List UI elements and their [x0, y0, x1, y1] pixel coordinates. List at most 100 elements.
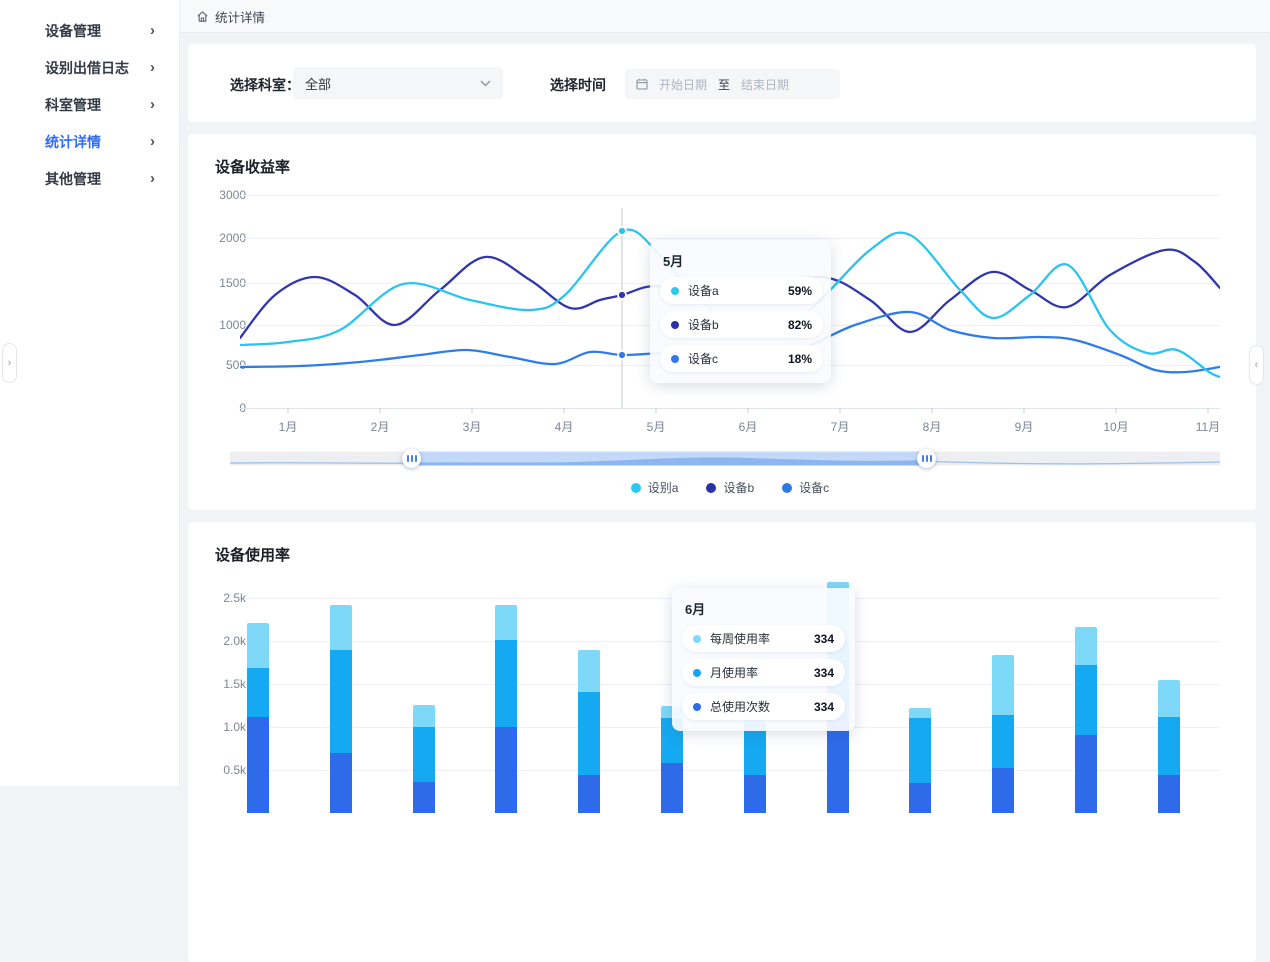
date-range-picker[interactable]: 开始日期 至 结束日期: [625, 69, 840, 99]
y-axis-label: 0.5k: [223, 763, 246, 777]
dept-filter-label: 选择科室：: [230, 77, 300, 93]
bar-segment[interactable]: [329, 604, 352, 650]
y-axis-label: 1000: [219, 318, 246, 332]
chevron-right-icon: ›: [150, 96, 155, 113]
series-value: 334: [813, 699, 834, 714]
series-name: 总使用次数: [710, 700, 771, 714]
bar-segment[interactable]: [578, 775, 601, 813]
bar-segment[interactable]: [247, 667, 269, 717]
bar-segment[interactable]: [1157, 775, 1180, 813]
sidebar-expand-button[interactable]: ›: [2, 343, 17, 383]
date-range-separator: 至: [718, 77, 731, 92]
chevron-right-icon: ›: [150, 170, 155, 187]
sidebar-item-label: 设别出借日志: [45, 59, 129, 76]
legend-label: 设备b: [723, 481, 755, 495]
x-axis-label: 8月: [922, 420, 942, 434]
bar-segment[interactable]: [992, 654, 1015, 715]
bar-segment[interactable]: [992, 715, 1015, 769]
tooltip-row: 设备a 59%: [660, 277, 823, 304]
bar-segment[interactable]: [329, 752, 352, 813]
bar-segment[interactable]: [1075, 665, 1097, 735]
x-axis-label: 1月: [278, 420, 298, 434]
breadcrumb[interactable]: 统计详情: [215, 10, 266, 25]
chart1-legend: 设别a 设备b 设备c: [240, 479, 1220, 496]
bar-segment[interactable]: [992, 768, 1015, 813]
bar-segment[interactable]: [412, 704, 435, 727]
series-value: 334: [813, 665, 834, 680]
bar-segment[interactable]: [1075, 627, 1097, 665]
bar-segment[interactable]: [743, 775, 766, 813]
x-axis-label: 6月: [738, 420, 758, 434]
legend-dot: [630, 482, 641, 493]
bar-segment[interactable]: [412, 782, 435, 813]
bar-segment[interactable]: [909, 782, 932, 813]
sidebar-item[interactable]: 设备管理 ›: [0, 12, 179, 49]
series-dot: [671, 354, 679, 363]
bar-segment[interactable]: [495, 640, 518, 727]
bar-segment[interactable]: [909, 708, 932, 719]
series-dot: [671, 286, 679, 295]
series-name: 设备b: [688, 318, 719, 332]
legend-item[interactable]: 设备c: [782, 479, 829, 496]
y-axis-label: 500: [225, 358, 246, 372]
dept-select[interactable]: 全部: [293, 67, 503, 99]
bar-segment[interactable]: [329, 649, 352, 753]
x-axis-label: 10月: [1103, 420, 1129, 434]
chevron-left-icon: ‹: [1254, 359, 1259, 371]
sidebar: 设备管理 › 设别出借日志 › 科室管理 › 统计详情 › 其他管理 ›: [0, 0, 180, 786]
gridline: [240, 770, 1220, 771]
bar-segment[interactable]: [909, 718, 932, 783]
panel-collapse-button[interactable]: ‹: [1249, 345, 1264, 385]
datazoom-track[interactable]: [229, 450, 1221, 468]
series-value: 334: [813, 631, 834, 646]
sidebar-item[interactable]: 设别出借日志 ›: [0, 49, 179, 86]
chevron-down-icon: [480, 80, 491, 86]
series-name: 设备c: [688, 352, 719, 366]
series-dot: [671, 320, 679, 329]
bar-segment[interactable]: [247, 622, 269, 668]
x-axis-label: 2月: [370, 420, 390, 434]
bar-segment[interactable]: [412, 727, 435, 782]
bar-segment[interactable]: [743, 722, 766, 776]
legend-item[interactable]: 设别a: [630, 479, 678, 496]
dept-select-value: 全部: [305, 76, 332, 92]
bar-segment[interactable]: [1157, 679, 1180, 717]
datazoom-slider[interactable]: [229, 449, 1221, 468]
y-axis-label: 2000: [219, 231, 246, 245]
y-axis-label: 2.0k: [223, 634, 246, 648]
breadcrumb-bar: 统计详情: [180, 0, 1270, 33]
legend-dot: [706, 482, 717, 493]
series-value: 82%: [787, 317, 812, 332]
bar-segment[interactable]: [495, 604, 518, 641]
tooltip-row: 每周使用率 334: [682, 625, 845, 652]
sidebar-item-label: 其他管理: [45, 170, 101, 187]
x-axis-label: 3月: [462, 420, 482, 434]
filter-panel: 选择科室： 全部 选择时间 开始日期 至 结束日期: [188, 44, 1256, 122]
revenue-chart-title: 设备收益率: [215, 159, 291, 176]
tooltip-row: 总使用次数 334: [682, 693, 845, 720]
datazoom-right-handle[interactable]: [917, 449, 936, 468]
datazoom-left-handle[interactable]: [402, 449, 421, 468]
time-filter-label: 选择时间: [550, 77, 606, 93]
sidebar-item[interactable]: 科室管理 ›: [0, 86, 179, 123]
bar-segment[interactable]: [661, 763, 683, 813]
end-date-placeholder[interactable]: 结束日期: [741, 77, 790, 92]
sidebar-item[interactable]: 其他管理 ›: [0, 160, 179, 197]
bar-segment[interactable]: [1075, 734, 1097, 813]
start-date-placeholder[interactable]: 开始日期: [659, 77, 708, 92]
y-axis-label: 3000: [219, 188, 246, 202]
bar-segment[interactable]: [1157, 716, 1180, 776]
sidebar-item[interactable]: 统计详情 ›: [0, 123, 179, 160]
series-name: 月使用率: [710, 666, 759, 680]
chevron-right-icon: ›: [7, 357, 12, 369]
series-value: 59%: [787, 283, 812, 298]
bar-segment[interactable]: [495, 727, 518, 813]
bar-segment[interactable]: [578, 691, 601, 776]
bar-segment[interactable]: [578, 649, 601, 692]
x-axis-label: 5月: [646, 420, 666, 434]
series-dot: [693, 634, 701, 643]
y-axis-label: 2.5k: [223, 591, 246, 605]
bar-segment[interactable]: [247, 716, 269, 813]
x-axis-label: 9月: [1014, 420, 1034, 434]
legend-item[interactable]: 设备b: [706, 479, 754, 496]
